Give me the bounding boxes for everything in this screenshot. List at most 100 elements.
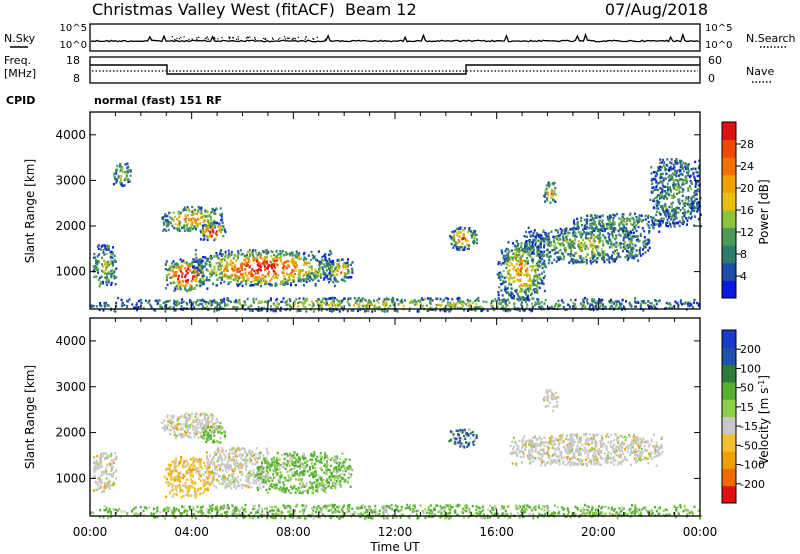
scatter-pixel — [311, 254, 314, 257]
scatter-pixel — [523, 309, 526, 312]
scatter-pixel — [186, 271, 189, 275]
scatter-pixel — [161, 216, 164, 219]
scatter-pixel — [182, 435, 185, 438]
scatter-pixel — [608, 238, 611, 241]
scatter-pixel — [92, 304, 95, 308]
scatter-pixel — [309, 258, 312, 262]
scatter-pixel — [115, 276, 118, 279]
scatter-pixel — [219, 306, 222, 309]
scatter-pixel — [276, 257, 279, 260]
scatter-pixel — [547, 181, 550, 184]
scatter-pixel — [277, 253, 280, 256]
scatter-pixel — [330, 268, 333, 271]
scatter-pixel — [202, 231, 205, 234]
scatter-pixel — [124, 163, 127, 166]
scatter-pixel — [586, 302, 589, 305]
scatter-pixel — [120, 298, 123, 301]
scatter-pixel — [513, 297, 515, 300]
scatter-pixel — [513, 295, 516, 298]
scatter-pixel — [553, 248, 556, 251]
scatter-pixel — [440, 304, 442, 308]
scatter-pixel — [544, 233, 547, 236]
scatter-pixel — [305, 310, 308, 313]
scatter-pixel — [211, 417, 214, 421]
scatter-pixel — [196, 489, 199, 492]
scatter-pixel — [690, 187, 692, 190]
scatter-pixel — [338, 259, 341, 263]
scatter-pixel — [211, 300, 214, 303]
scatter-pixel — [318, 304, 321, 307]
scatter-pixel — [593, 255, 596, 258]
scatter-pixel — [643, 246, 645, 249]
scatter-pixel — [173, 468, 176, 472]
scatter-pixel — [170, 420, 173, 423]
scatter-pixel — [297, 252, 300, 256]
scatter-pixel — [107, 262, 110, 266]
scatter-pixel — [473, 234, 476, 237]
nsearch-dot — [297, 36, 299, 38]
scatter-pixel — [172, 270, 174, 273]
scatter-pixel — [106, 276, 108, 279]
scatter-pixel — [537, 274, 540, 278]
scatter-pixel — [343, 279, 346, 283]
scatter-pixel — [236, 279, 239, 282]
scatter-pixel — [197, 262, 200, 265]
scatter-pixel — [690, 304, 693, 307]
scatter-pixel — [168, 211, 171, 214]
scatter-pixel — [206, 426, 209, 429]
scatter-pixel — [195, 270, 198, 274]
scatter-pixel — [502, 280, 505, 283]
scatter-pixel — [635, 229, 638, 233]
scatter-pixel — [532, 234, 535, 237]
scatter-pixel — [498, 299, 501, 302]
scatter-pixel — [292, 275, 295, 279]
scatter-pixel — [302, 269, 304, 272]
scatter-pixel — [642, 301, 645, 304]
scatter-pixel — [358, 301, 361, 305]
scatter-pixel — [503, 257, 506, 261]
scatter-pixel — [213, 219, 216, 223]
scatter-pixel — [178, 417, 181, 420]
scatter-pixel — [564, 249, 567, 252]
scatter-pixel — [572, 260, 575, 263]
scatter-pixel — [593, 236, 596, 239]
scatter-pixel — [274, 282, 277, 285]
scatter-pixel — [232, 278, 235, 281]
scatter-pixel — [178, 219, 181, 223]
scatter-pixel — [96, 466, 99, 470]
scatter-pixel — [520, 273, 522, 276]
scatter-pixel — [694, 183, 697, 186]
scatter-pixel — [184, 434, 187, 437]
scatter-pixel — [659, 158, 662, 161]
scatter-pixel — [205, 234, 208, 238]
scatter-pixel — [259, 279, 262, 282]
scatter-pixel — [583, 245, 586, 248]
scatter-pixel — [534, 238, 537, 241]
scatter-pixel — [177, 416, 180, 419]
scatter-pixel — [337, 265, 340, 268]
scatter-pixel — [636, 222, 639, 225]
scatter-pixel — [257, 309, 260, 312]
scatter-pixel — [674, 161, 677, 164]
scatter-pixel — [514, 253, 517, 256]
scatter-pixel — [202, 256, 205, 259]
scatter-pixel — [202, 299, 205, 302]
scatter-pixel — [536, 291, 539, 294]
scatter-pixel — [550, 241, 552, 244]
scatter-pixel — [273, 260, 276, 263]
scatter-pixel — [638, 249, 641, 252]
scatter-pixel — [452, 304, 455, 307]
scatter-pixel — [179, 434, 182, 438]
scatter-pixel — [302, 302, 304, 306]
scatter-pixel — [675, 221, 677, 225]
scatter-pixel — [174, 309, 177, 312]
scatter-pixel — [100, 245, 103, 248]
scatter-pixel — [578, 240, 581, 243]
scatter-pixel — [189, 414, 192, 418]
scatter-pixel — [522, 248, 525, 251]
scatter-pixel — [121, 170, 124, 174]
scatter-pixel — [255, 276, 258, 279]
scatter-pixel — [572, 301, 575, 304]
scatter-pixel — [176, 266, 179, 269]
